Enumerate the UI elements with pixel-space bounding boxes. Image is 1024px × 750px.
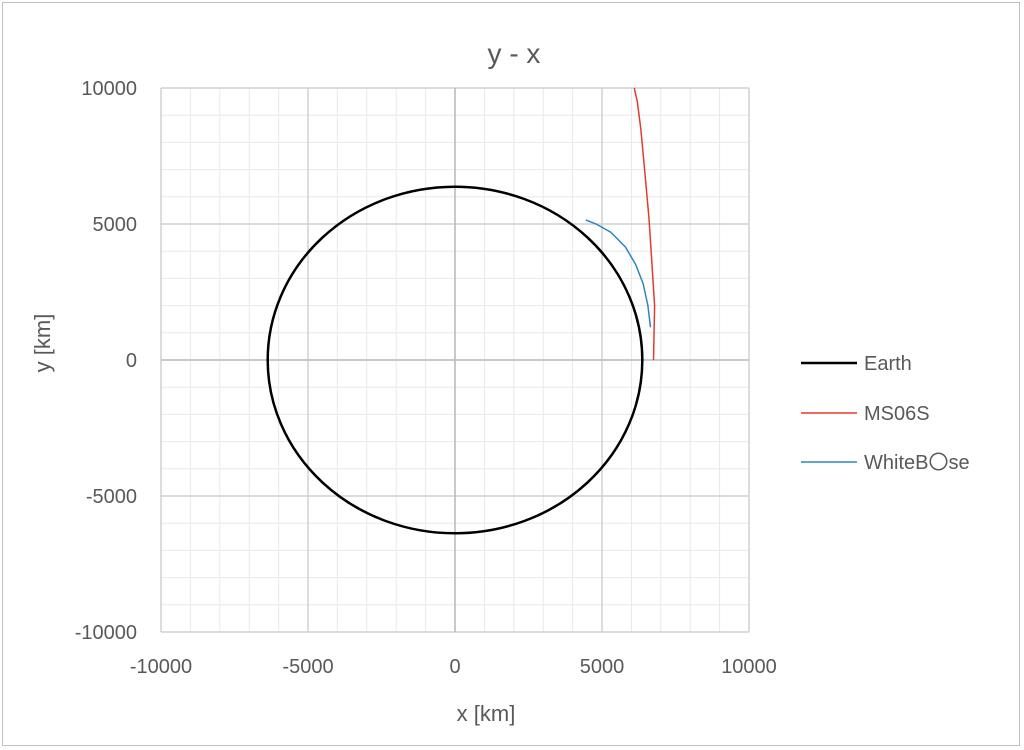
x-tick-label: 5000 xyxy=(580,656,625,678)
y-tick-label: 5000 xyxy=(93,214,138,236)
series-earth-line xyxy=(266,185,644,535)
series-whitebse-line xyxy=(585,219,652,328)
y-tick-label: 10000 xyxy=(81,78,137,100)
y-tick-label: 0 xyxy=(126,350,137,372)
legend-label: Earth xyxy=(864,353,912,375)
x-tick-label: 0 xyxy=(449,656,460,678)
legend-label: WhiteB〇se xyxy=(864,451,970,474)
y-tick-label: -10000 xyxy=(75,622,137,644)
series-layer xyxy=(266,87,656,535)
x-tick-label: -5000 xyxy=(282,656,333,678)
tick-labels: -10000 -5000 0 5000 10000 10000 5000 0 -5000 -100… xyxy=(75,78,777,678)
y-axis-title: y [km] xyxy=(30,314,55,373)
chart-title: y - x xyxy=(488,38,541,69)
legend: Earth MS06S WhiteB〇se xyxy=(801,353,970,474)
x-tick-label: 10000 xyxy=(721,656,777,678)
legend-label: MS06S xyxy=(864,403,930,425)
x-tick-label: -10000 xyxy=(130,656,192,678)
series-ms06s-line xyxy=(633,87,656,361)
x-axis-title: x [km] xyxy=(457,701,516,726)
major-gridlines xyxy=(160,87,750,633)
y-tick-label: -5000 xyxy=(86,486,137,508)
